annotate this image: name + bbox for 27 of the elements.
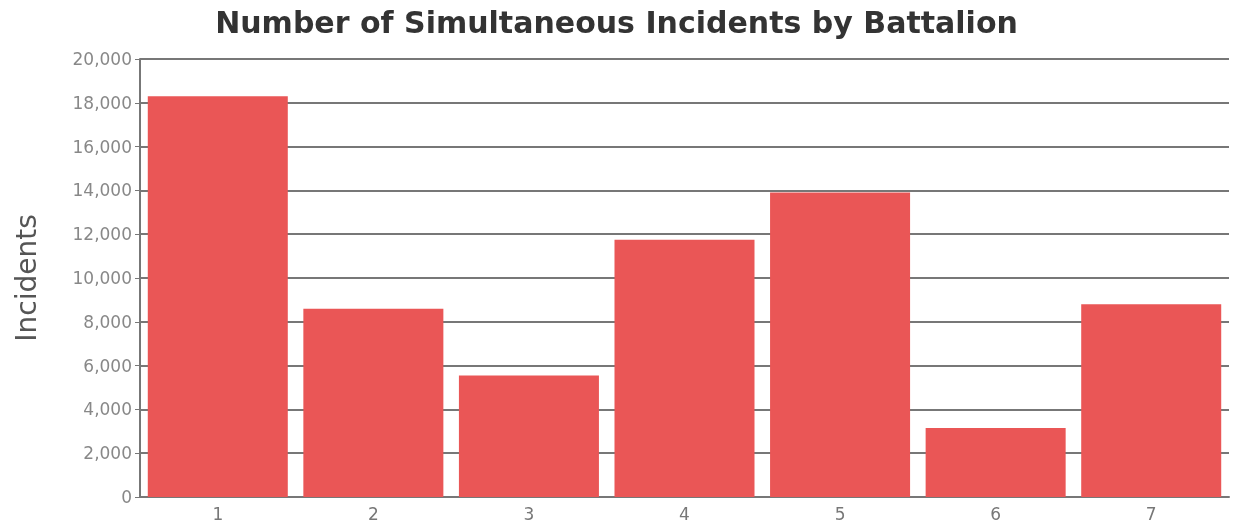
x-tick-label: 4	[679, 503, 690, 524]
y-tick-label: 10,000	[72, 268, 132, 288]
bar	[303, 308, 444, 497]
bar	[925, 428, 1066, 497]
y-tick-label: 18,000	[72, 92, 132, 113]
x-tick-label: 2	[367, 503, 379, 524]
bar	[458, 375, 599, 497]
y-tick-label: 20,000	[72, 49, 132, 69]
x-tick-label: 3	[523, 503, 535, 524]
y-tick-label: 2,000	[83, 443, 132, 464]
y-tick-label: 0	[121, 487, 132, 507]
x-tick-label: 7	[1145, 503, 1157, 524]
x-tick-label: 5	[834, 503, 846, 524]
bar	[1081, 304, 1222, 497]
y-tick-label: 16,000	[72, 136, 132, 157]
bar	[770, 192, 911, 497]
y-tick-label: 14,000	[72, 180, 132, 201]
bar	[614, 239, 755, 497]
bar	[147, 96, 288, 497]
y-axis-title: Incidents	[9, 214, 43, 342]
x-tick-label: 1	[212, 503, 224, 524]
y-tick-label: 4,000	[83, 399, 132, 420]
y-tick-label: 6,000	[83, 355, 132, 376]
chart-title: Number of Simultaneous Incidents by Battalion	[215, 4, 1018, 40]
x-tick-label: 6	[990, 503, 1002, 524]
y-tick-label: 12,000	[72, 224, 132, 245]
y-tick-label: 8,000	[83, 311, 132, 332]
